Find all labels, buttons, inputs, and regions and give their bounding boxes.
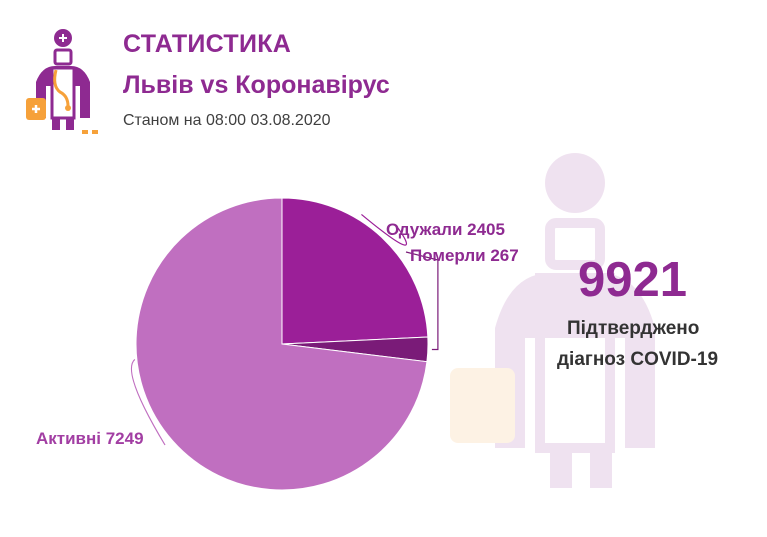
pie-slice-1: [281, 197, 429, 345]
slice-label-1: Одужали 2405: [386, 220, 505, 239]
page-subtitle: Львів vs Коронавірус: [123, 71, 390, 99]
status-date: Станом на 08:00 03.08.2020: [123, 112, 331, 129]
doctor-watermark-icon: [450, 153, 655, 488]
confirmed-count: 9921: [578, 253, 688, 307]
page-title: СТАТИСТИКА: [123, 30, 292, 58]
slice-label-3: Активні 7249: [36, 429, 144, 448]
confirmed-label-line2: діагноз COVID-19: [557, 349, 719, 370]
callout-line-2: [405, 251, 439, 351]
callout-line-1: [361, 213, 407, 246]
confirmed-label-line1: Підтверджено: [567, 318, 700, 339]
pie-slice-3: [135, 197, 428, 491]
doctor-icon: [26, 29, 98, 134]
callout-line-3: [130, 359, 166, 446]
slice-label-2: Померли 267: [410, 246, 519, 265]
